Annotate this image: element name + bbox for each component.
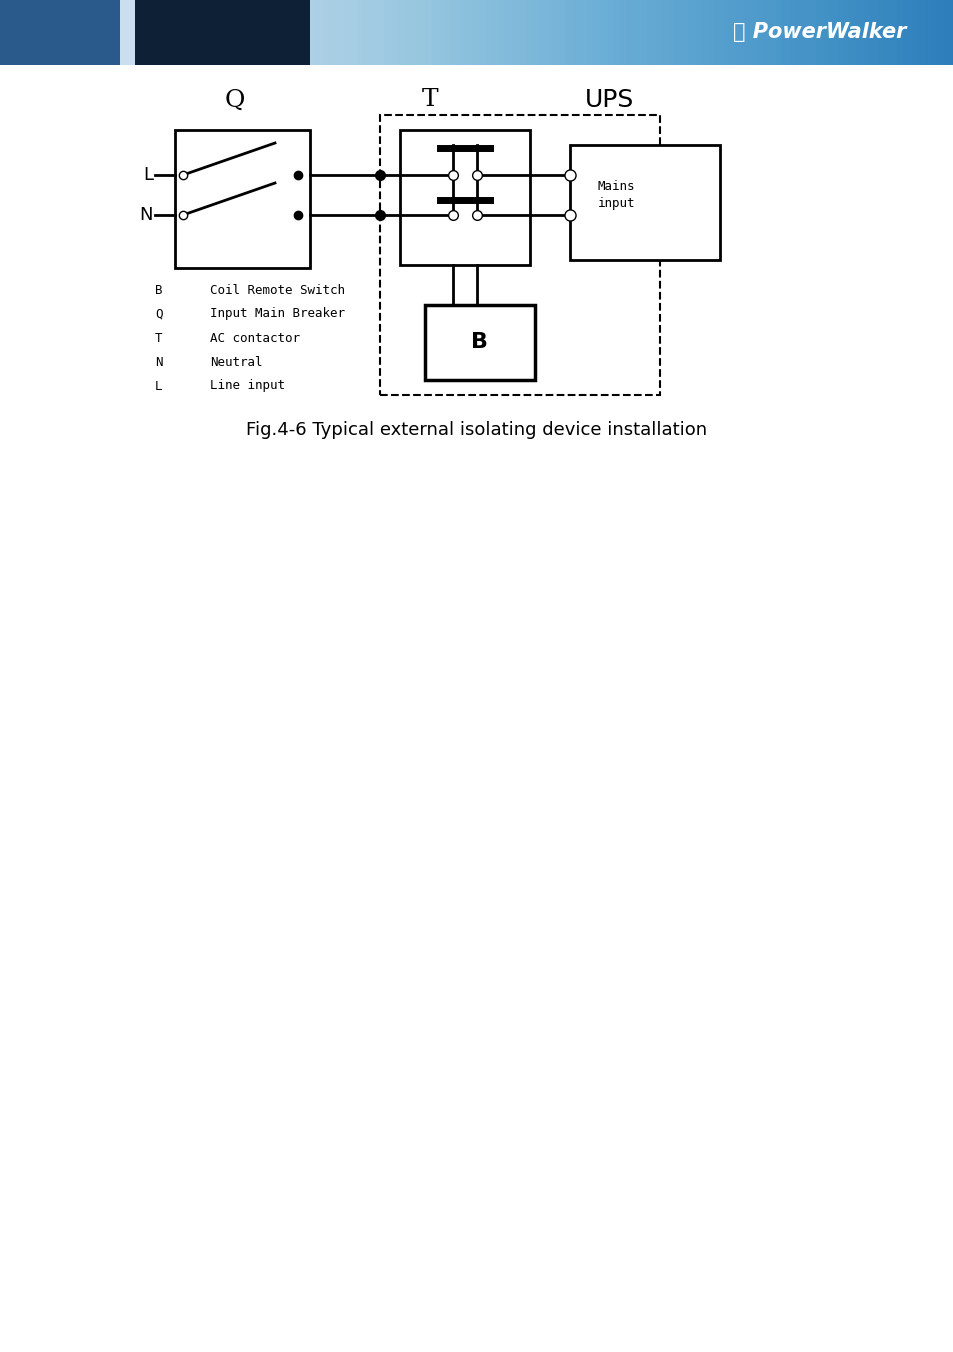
Text: T: T (154, 331, 162, 345)
Text: B: B (471, 333, 488, 353)
Bar (0, 0, 120, 65)
Text: Neutral: Neutral (210, 356, 262, 369)
Bar (135, 0, 310, 65)
Text: N: N (139, 206, 152, 224)
Bar (399, 130, 530, 265)
Text: Q: Q (225, 88, 245, 111)
Text: Mains
input: Mains input (598, 180, 635, 211)
Text: Coil Remote Switch: Coil Remote Switch (210, 284, 345, 296)
Text: AC contactor: AC contactor (210, 331, 299, 345)
Bar (424, 306, 535, 380)
Text: B: B (154, 284, 162, 296)
Text: UPS: UPS (585, 88, 634, 112)
Bar (569, 145, 720, 260)
Text: L: L (143, 166, 152, 184)
Text: Line input: Line input (210, 380, 285, 392)
Text: Fig.4-6 Typical external isolating device installation: Fig.4-6 Typical external isolating devic… (246, 420, 707, 439)
Text: N: N (154, 356, 162, 369)
Bar (174, 130, 310, 268)
Text: Q: Q (154, 307, 162, 320)
Text: T: T (421, 88, 437, 111)
Text: L: L (154, 380, 162, 392)
Text: Input Main Breaker: Input Main Breaker (210, 307, 345, 320)
Text: ⓘ PowerWalker: ⓘ PowerWalker (733, 22, 905, 42)
Bar (379, 115, 659, 395)
